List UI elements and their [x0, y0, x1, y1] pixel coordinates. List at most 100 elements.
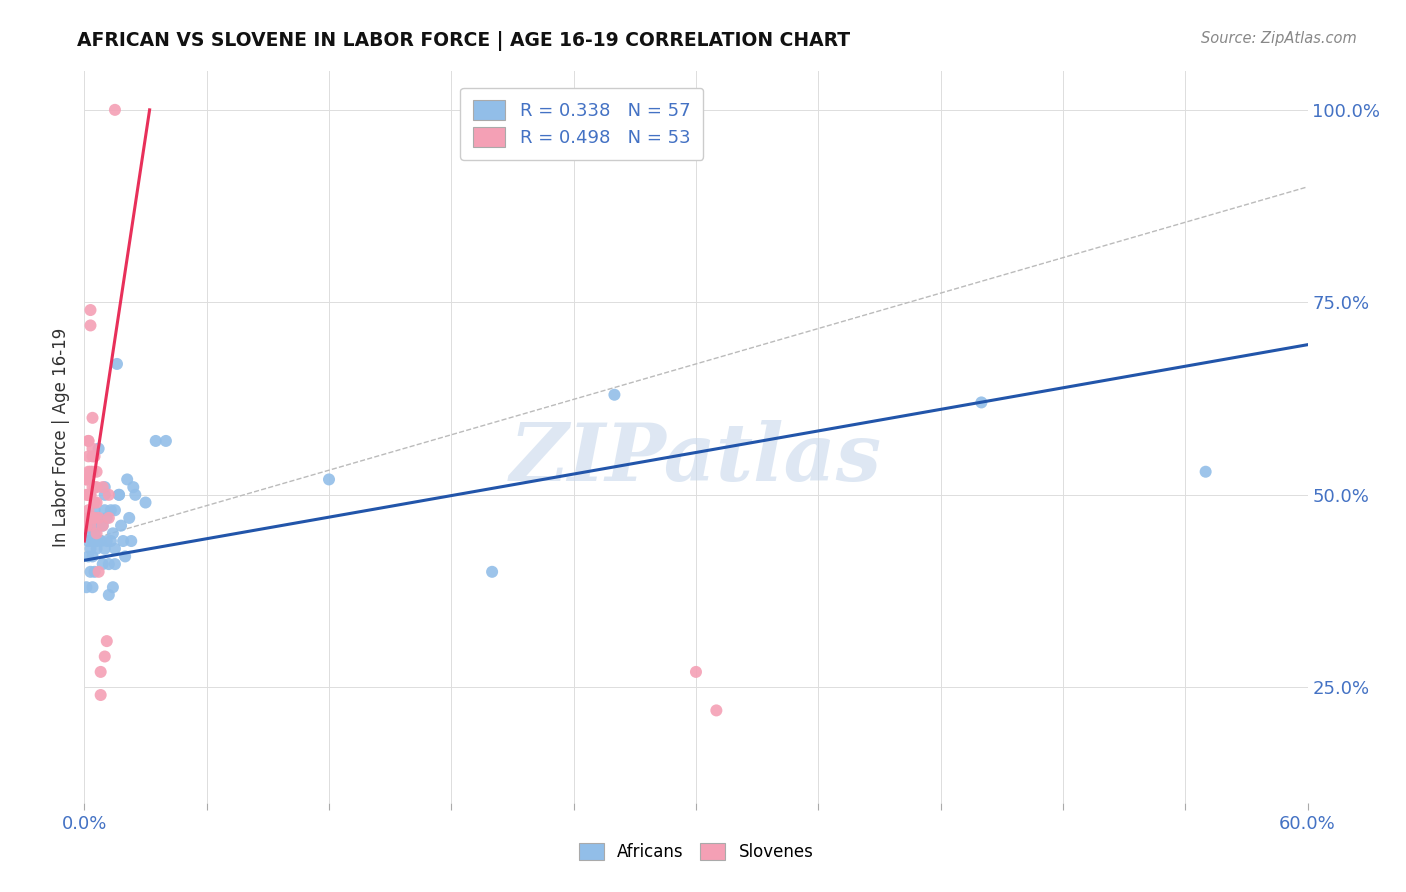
- Point: [79, 511, 101, 525]
- Point: [82, 442, 104, 456]
- Point: [114, 549, 136, 564]
- Text: ZIPatlas: ZIPatlas: [510, 420, 882, 498]
- Point: [79, 526, 101, 541]
- Point: [83, 503, 105, 517]
- Point: [83, 495, 105, 509]
- Point: [96, 634, 118, 648]
- Point: [77, 488, 100, 502]
- Point: [122, 480, 145, 494]
- Point: [79, 488, 101, 502]
- Text: Source: ZipAtlas.com: Source: ZipAtlas.com: [1201, 31, 1357, 46]
- Point: [93, 480, 115, 494]
- Point: [86, 541, 108, 556]
- Point: [91, 518, 114, 533]
- Point: [83, 511, 105, 525]
- Point: [706, 703, 728, 717]
- Point: [86, 495, 108, 509]
- Point: [87, 442, 110, 456]
- Y-axis label: In Labor Force | Age 16-19: In Labor Force | Age 16-19: [52, 327, 70, 547]
- Point: [108, 488, 131, 502]
- Point: [97, 588, 120, 602]
- Point: [83, 450, 105, 464]
- Point: [83, 565, 105, 579]
- Point: [79, 318, 101, 333]
- Point: [135, 495, 157, 509]
- Point: [96, 511, 118, 525]
- Point: [82, 511, 104, 525]
- Point: [75, 472, 97, 486]
- Point: [75, 518, 97, 533]
- Point: [79, 488, 101, 502]
- Point: [75, 472, 97, 486]
- Point: [82, 518, 104, 533]
- Point: [112, 534, 135, 549]
- Text: AFRICAN VS SLOVENE IN LABOR FORCE | AGE 16-19 CORRELATION CHART: AFRICAN VS SLOVENE IN LABOR FORCE | AGE …: [77, 31, 851, 51]
- Point: [83, 534, 105, 549]
- Point: [96, 534, 118, 549]
- Point: [75, 580, 97, 594]
- Point: [86, 526, 108, 541]
- Point: [108, 488, 131, 502]
- Point: [77, 465, 100, 479]
- Point: [104, 103, 127, 117]
- Point: [155, 434, 177, 448]
- Point: [318, 472, 340, 486]
- Point: [120, 534, 142, 549]
- Point: [77, 511, 100, 525]
- Point: [82, 549, 104, 564]
- Point: [79, 565, 101, 579]
- Point: [93, 488, 115, 502]
- Point: [481, 565, 503, 579]
- Point: [90, 688, 112, 702]
- Point: [90, 665, 112, 679]
- Point: [93, 503, 115, 517]
- Point: [77, 549, 100, 564]
- Point: [91, 480, 114, 494]
- Point: [97, 511, 120, 525]
- Point: [97, 557, 120, 571]
- Point: [87, 565, 110, 579]
- Point: [82, 465, 104, 479]
- Point: [104, 503, 127, 517]
- Point: [75, 488, 97, 502]
- Point: [86, 511, 108, 525]
- Point: [83, 518, 105, 533]
- Point: [145, 434, 167, 448]
- Point: [93, 649, 115, 664]
- Point: [79, 541, 101, 556]
- Point: [83, 526, 105, 541]
- Point: [82, 580, 104, 594]
- Point: [77, 503, 100, 517]
- Point: [110, 518, 132, 533]
- Point: [100, 534, 122, 549]
- Point: [77, 434, 100, 448]
- Point: [82, 450, 104, 464]
- Point: [105, 357, 128, 371]
- Point: [100, 503, 122, 517]
- Point: [86, 465, 108, 479]
- Point: [97, 488, 120, 502]
- Point: [77, 434, 100, 448]
- Point: [101, 580, 124, 594]
- Point: [93, 541, 115, 556]
- Point: [82, 410, 104, 425]
- Point: [118, 511, 141, 525]
- Point: [603, 388, 626, 402]
- Point: [115, 472, 138, 486]
- Point: [87, 511, 110, 525]
- Point: [79, 465, 101, 479]
- Point: [77, 534, 100, 549]
- Point: [91, 518, 114, 533]
- Legend: Africans, Slovenes: Africans, Slovenes: [572, 836, 820, 868]
- Point: [79, 303, 101, 318]
- Point: [79, 518, 101, 533]
- Point: [1195, 465, 1218, 479]
- Point: [104, 557, 127, 571]
- Point: [91, 557, 114, 571]
- Point: [86, 480, 108, 494]
- Point: [77, 488, 100, 502]
- Point: [83, 480, 105, 494]
- Point: [101, 526, 124, 541]
- Point: [86, 534, 108, 549]
- Point: [87, 518, 110, 533]
